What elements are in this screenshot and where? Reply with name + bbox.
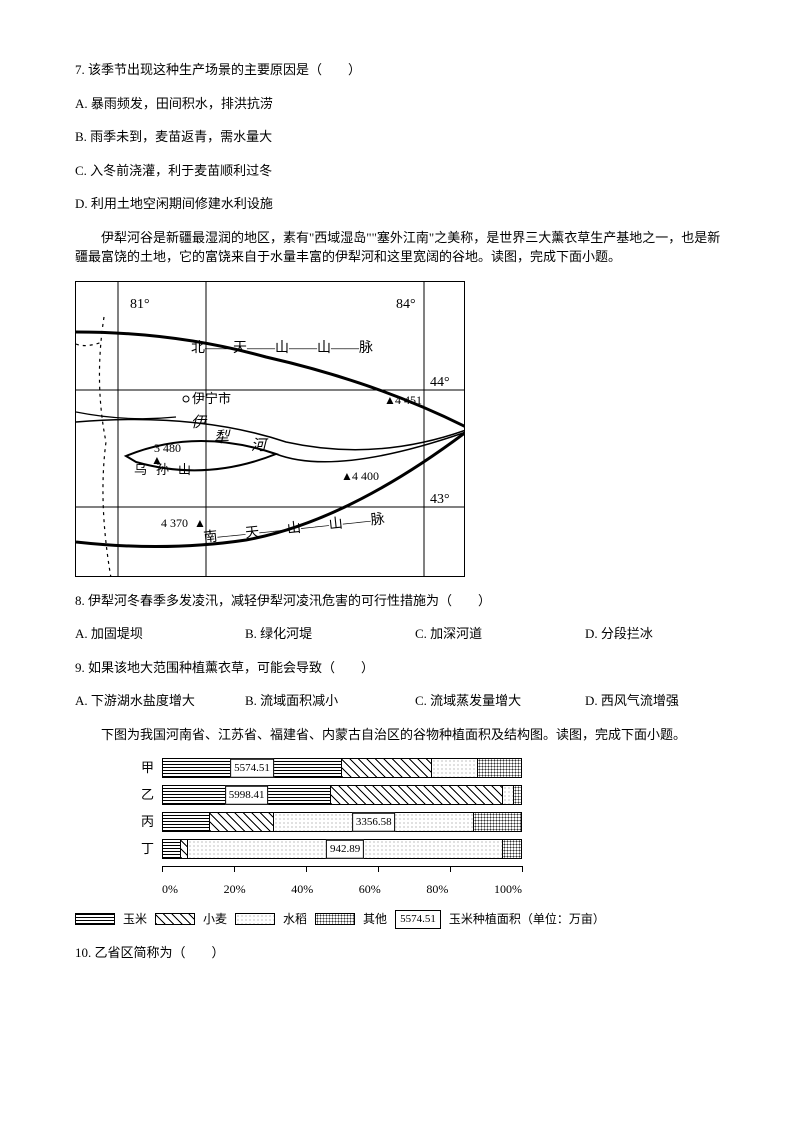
q9-opt-c: C. 流域蒸发量增大 [415, 691, 555, 711]
q9-stem: 9. 如果该地大范围种植薰衣草，可能会导致（ ） [75, 658, 724, 678]
svg-text:84°: 84° [396, 297, 416, 312]
bar-segment [432, 759, 479, 777]
q10-stem: 10. 乙省区简称为（ ） [75, 943, 724, 963]
yili-map: 81° 84° 44° 43° 北——天——山——山——脉 南——天——山——山… [75, 281, 465, 577]
svg-text:4 451: 4 451 [395, 393, 422, 407]
bar-row: 乙 5998.41 [120, 785, 522, 805]
svg-text:4 370: 4 370 [161, 516, 188, 530]
legend-wheat: 小麦 [203, 910, 227, 928]
legend-rice: 水稻 [283, 910, 307, 928]
axis-tick-label: 60% [359, 880, 381, 898]
bar-segment [478, 759, 521, 777]
bar-segment [474, 813, 521, 831]
bar-value-label: 942.89 [326, 840, 364, 859]
q8-stem: 8. 伊犁河冬春季多发凌汛，减轻伊犁河凌汛危害的可行性措施为（ ） [75, 591, 724, 611]
axis-labels: 0% 20% 40% 60% 80% 100% [162, 880, 522, 898]
bar-segment: 5574.51 [163, 759, 342, 777]
axis-tick-label: 100% [494, 880, 522, 898]
bar-segment: 5998.41 [163, 786, 331, 804]
svg-text:伊: 伊 [191, 414, 208, 431]
q7-opt-c: C. 入冬前浇灌，利于麦苗顺利过冬 [75, 161, 724, 181]
passage-yili: 伊犁河谷是新疆最湿润的地区，素有"西域湿岛""塞外江南"之美称，是世界三大薰衣草… [75, 228, 724, 267]
bar-segment [210, 813, 274, 831]
svg-text:▲: ▲ [194, 516, 206, 530]
svg-text:▲: ▲ [151, 453, 163, 467]
legend-swatch-wheat [155, 913, 195, 925]
axis-tick-label: 80% [426, 880, 448, 898]
bar-segment [503, 786, 514, 804]
bar-label: 丙 [120, 812, 162, 832]
legend-swatch-rice [235, 913, 275, 925]
svg-text:43°: 43° [430, 492, 450, 507]
bar-segment [163, 840, 181, 858]
bar-segment [342, 759, 432, 777]
bar-segment: 3356.58 [274, 813, 474, 831]
axis-tick-label: 40% [291, 880, 313, 898]
q8-options: A. 加固堤坝 B. 绿化河堤 C. 加深河道 D. 分段拦冰 [75, 624, 724, 644]
bar-value-label: 3356.58 [352, 813, 396, 832]
svg-text:北——天——山——山——脉: 北——天——山——山——脉 [191, 340, 373, 356]
svg-text:山: 山 [178, 462, 191, 477]
chart-legend: 玉米 小麦 水稻 其他 5574.51 玉米种植面积（单位：万亩） [75, 910, 724, 929]
bar-label: 甲 [120, 758, 162, 778]
bar-segment [181, 840, 188, 858]
stacked-bar: 942.89 [162, 839, 522, 859]
stacked-bar: 5998.41 [162, 785, 522, 805]
q7-opt-a: A. 暴雨频发，田间积水，排洪抗涝 [75, 94, 724, 114]
legend-sample-box: 5574.51 [395, 910, 441, 929]
legend-other: 其他 [363, 910, 387, 928]
svg-text:乌: 乌 [134, 462, 147, 477]
axis-tick-label: 0% [162, 880, 178, 898]
bar-value-label: 5998.41 [225, 786, 269, 805]
bar-segment [331, 786, 503, 804]
svg-text:犁: 犁 [214, 429, 231, 446]
q7-opt-d: D. 利用土地空闲期间修建水利设施 [75, 194, 724, 214]
bar-value-label: 5574.51 [230, 759, 274, 778]
bar-row: 丁 942.89 [120, 839, 522, 859]
svg-text:81°: 81° [130, 297, 150, 312]
crop-chart: 甲 5574.51 乙 5998.41 丙 3356.58 丁 942.89 0% 20% 40% 6… [75, 758, 724, 898]
q8-opt-d: D. 分段拦冰 [585, 624, 725, 644]
legend-sample-label: 玉米种植面积（单位：万亩） [449, 910, 605, 928]
bar-segment: 942.89 [188, 840, 503, 858]
stacked-bar: 5574.51 [162, 758, 522, 778]
q9-opt-a: A. 下游湖水盐度增大 [75, 691, 215, 711]
legend-swatch-corn [75, 913, 115, 925]
svg-text:南——天——山——山——脉: 南——天——山——山——脉 [203, 511, 386, 546]
q9-options: A. 下游湖水盐度增大 B. 流域面积减小 C. 流域蒸发量增大 D. 西风气流… [75, 691, 724, 711]
svg-text:伊宁市: 伊宁市 [192, 391, 231, 406]
q9-opt-d: D. 西风气流增强 [585, 691, 725, 711]
bar-segment [503, 840, 521, 858]
q9-opt-b: B. 流域面积减小 [245, 691, 385, 711]
bar-row: 丙 3356.58 [120, 812, 522, 832]
passage-crops: 下图为我国河南省、江苏省、福建省、内蒙古自治区的谷物种植面积及结构图。读图，完成… [75, 725, 724, 745]
legend-corn: 玉米 [123, 910, 147, 928]
q7-stem: 7. 该季节出现这种生产场景的主要原因是（ ） [75, 60, 724, 80]
legend-swatch-other [315, 913, 355, 925]
bar-segment [514, 786, 521, 804]
q7-opt-b: B. 雨季未到，麦苗返青，需水量大 [75, 127, 724, 147]
bar-segment [163, 813, 210, 831]
svg-text:4 400: 4 400 [352, 469, 379, 483]
bar-label: 乙 [120, 785, 162, 805]
q8-opt-b: B. 绿化河堤 [245, 624, 385, 644]
q8-opt-c: C. 加深河道 [415, 624, 555, 644]
q8-opt-a: A. 加固堤坝 [75, 624, 215, 644]
axis-tick-label: 20% [224, 880, 246, 898]
svg-text:44°: 44° [430, 375, 450, 390]
stacked-bar: 3356.58 [162, 812, 522, 832]
bar-label: 丁 [120, 839, 162, 859]
bar-row: 甲 5574.51 [120, 758, 522, 778]
